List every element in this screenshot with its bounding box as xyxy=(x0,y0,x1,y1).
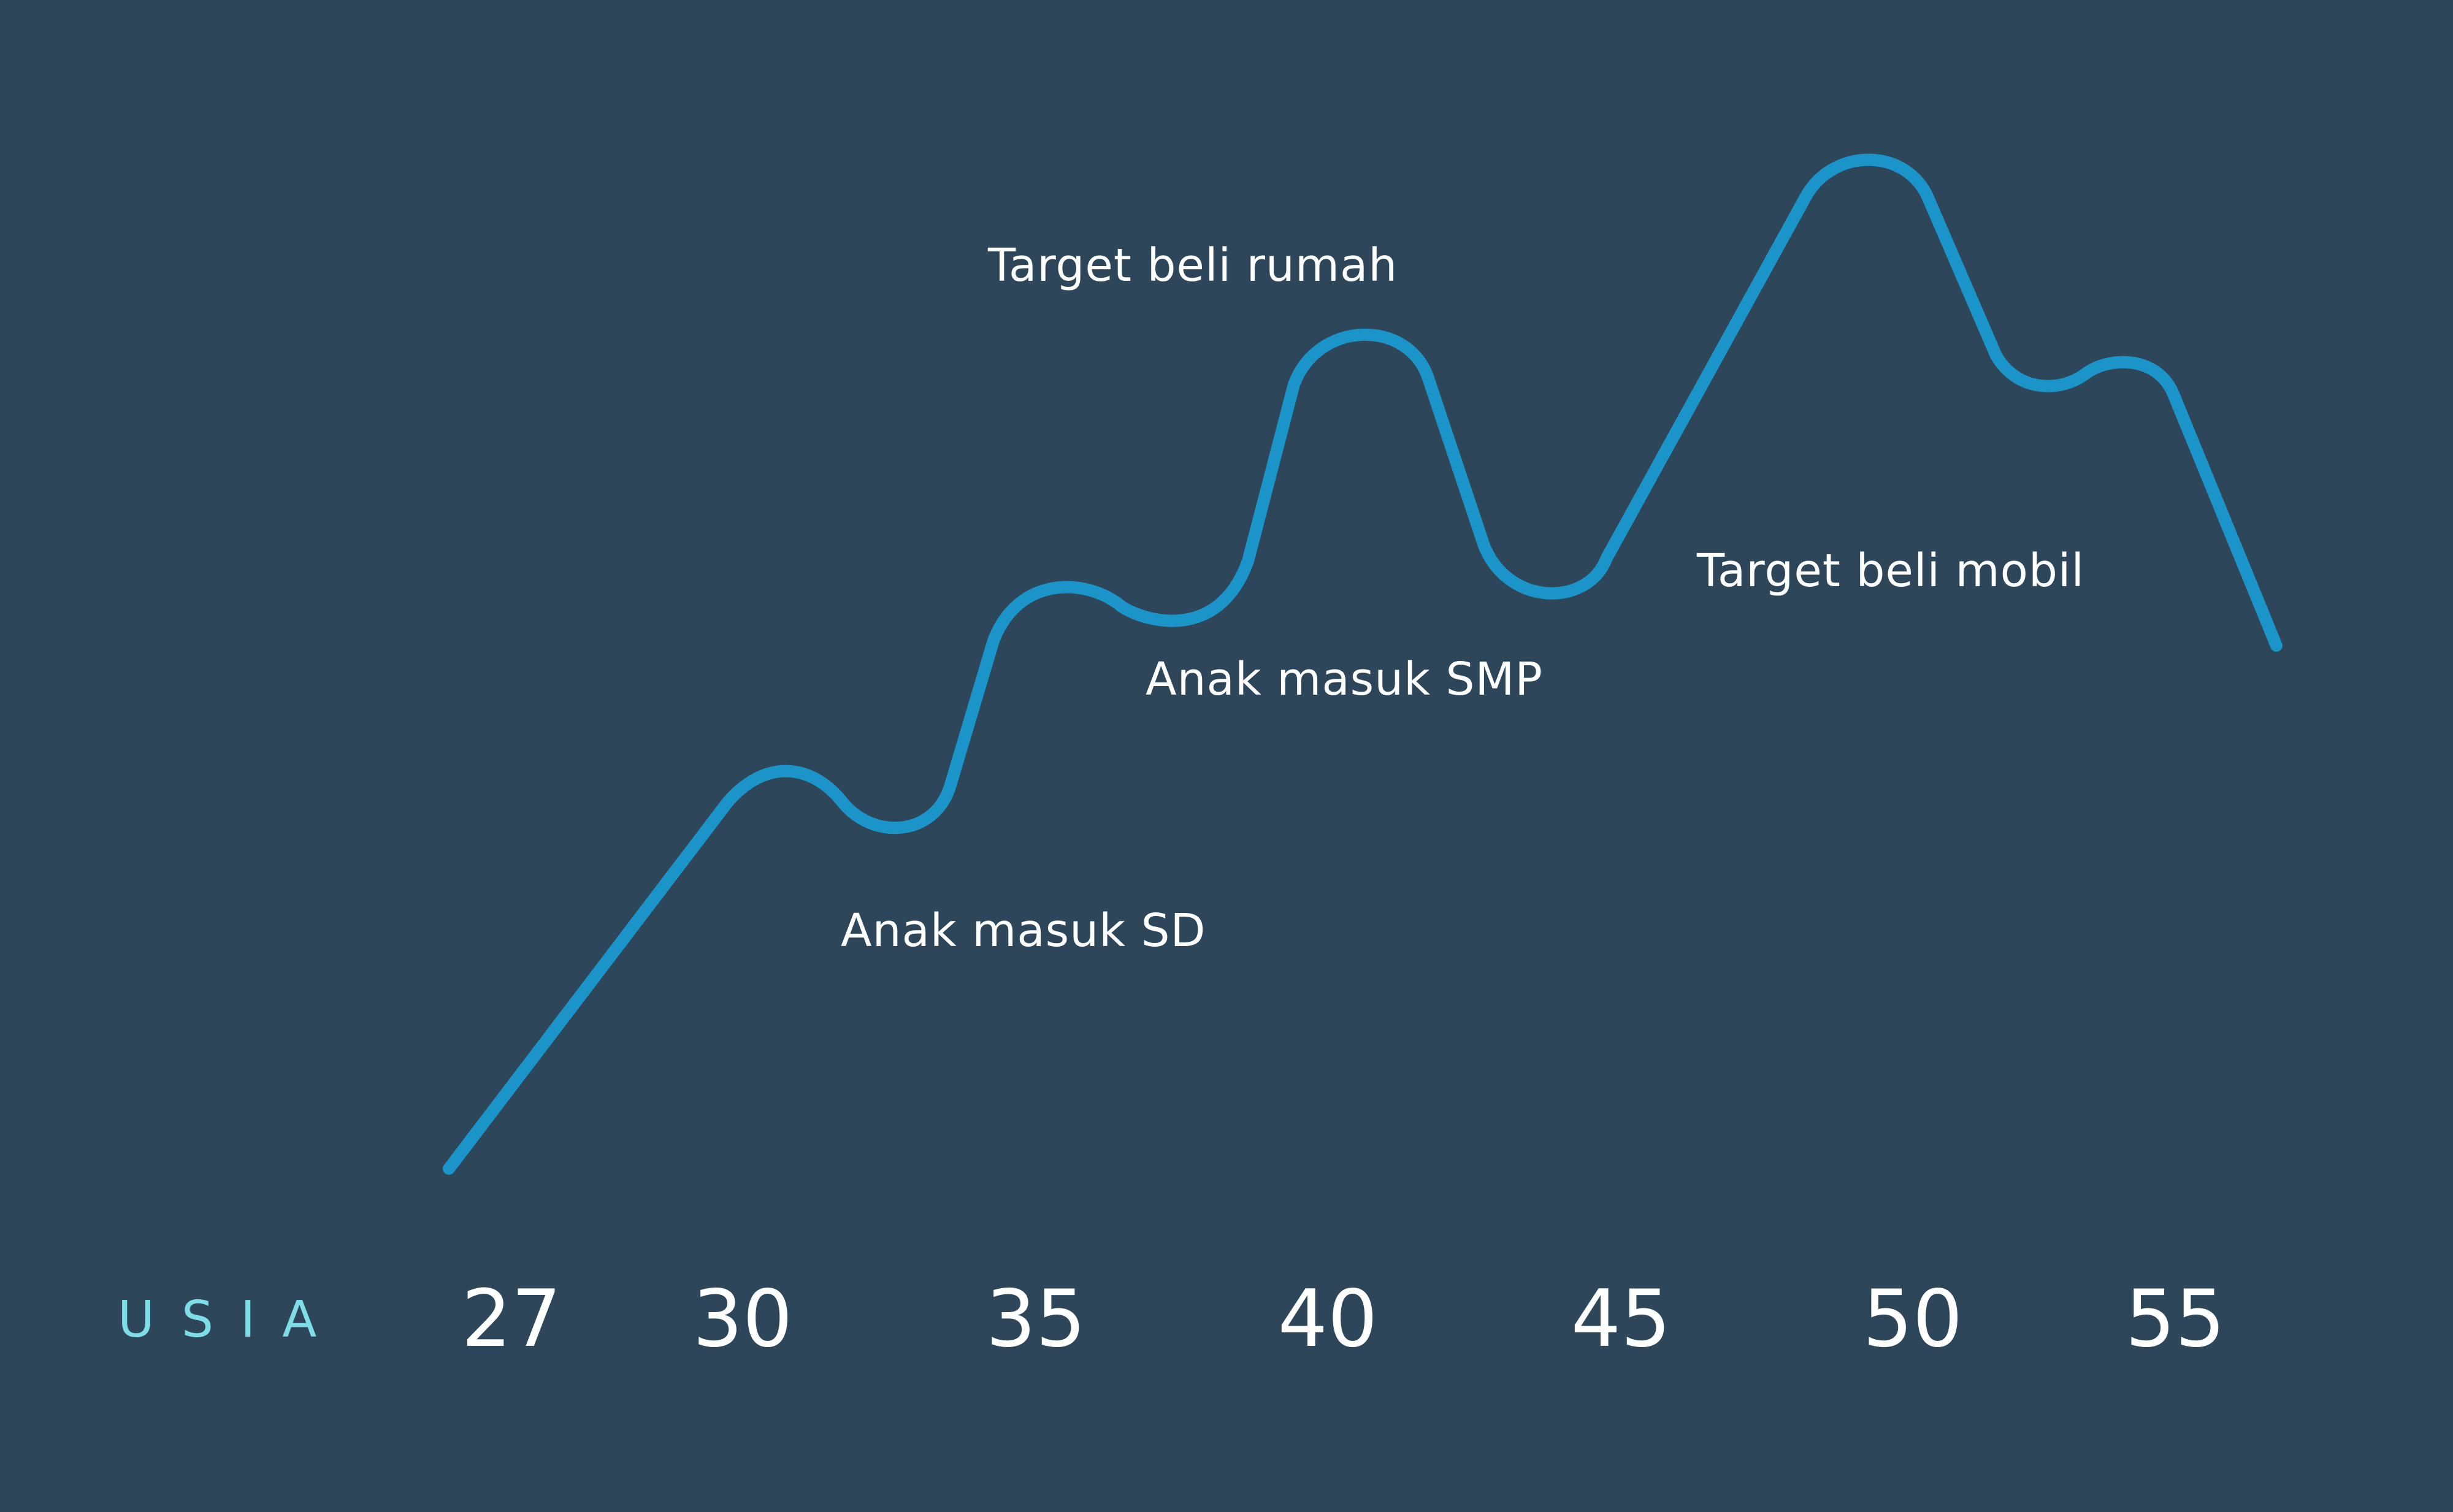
series-line xyxy=(443,153,2283,1175)
x-tick-50: 50 xyxy=(1862,1273,1963,1365)
annotation-target-beli-mobil: Target beli mobil xyxy=(1697,544,2085,597)
x-tick-30: 30 xyxy=(692,1273,793,1365)
annotation-anak-masuk-smp: Anak masuk SMP xyxy=(1146,653,1543,706)
x-axis-label: USIA xyxy=(118,1291,344,1349)
x-tick-27: 27 xyxy=(461,1273,562,1365)
annotation-target-beli-rumah: Target beli rumah xyxy=(988,239,1398,292)
annotation-anak-masuk-sd: Anak masuk SD xyxy=(841,904,1206,957)
x-tick-45: 45 xyxy=(1571,1273,1671,1365)
x-tick-40: 40 xyxy=(1277,1273,1378,1365)
x-tick-55: 55 xyxy=(2125,1273,2225,1365)
x-tick-35: 35 xyxy=(985,1273,1086,1365)
